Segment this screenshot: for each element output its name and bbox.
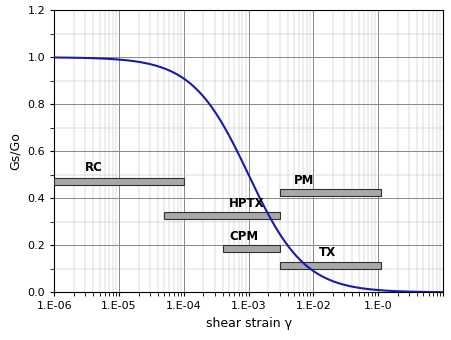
- Bar: [279, 262, 380, 269]
- X-axis label: shear strain γ: shear strain γ: [205, 317, 291, 330]
- Y-axis label: Gs/Go: Gs/Go: [9, 132, 22, 170]
- Bar: [54, 178, 184, 185]
- Text: RC: RC: [85, 160, 103, 174]
- Bar: [279, 189, 380, 196]
- Text: HPTX: HPTX: [229, 197, 264, 210]
- Text: CPM: CPM: [229, 230, 258, 243]
- Text: PM: PM: [293, 174, 313, 187]
- Bar: [222, 245, 279, 252]
- Text: TX: TX: [318, 246, 335, 259]
- Bar: [164, 212, 279, 220]
